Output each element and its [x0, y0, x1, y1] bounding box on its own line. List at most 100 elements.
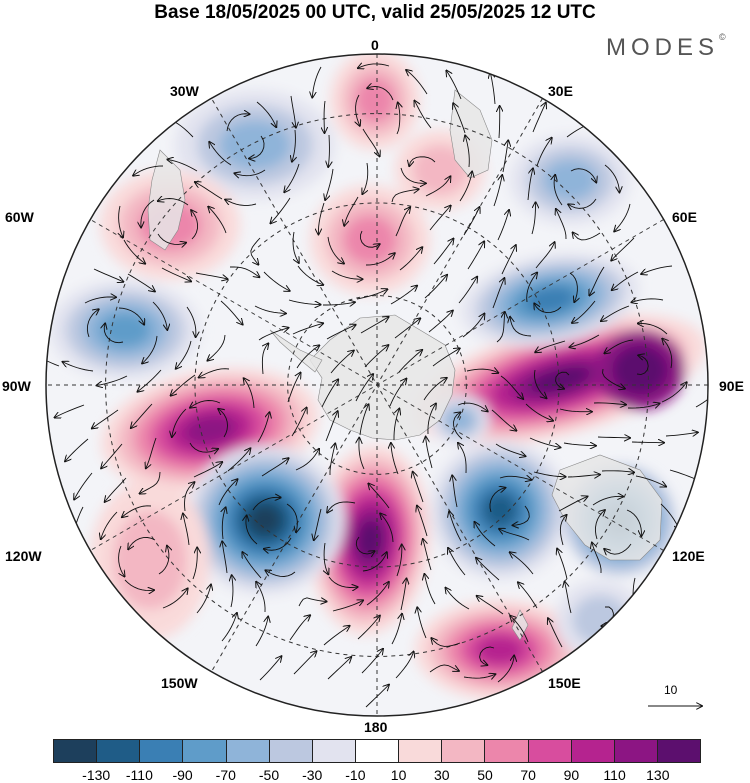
wind-arrow: [406, 70, 428, 95]
wind-arrow: [413, 472, 424, 503]
lon-label-90w: 90W: [2, 378, 31, 394]
wind-arrow: [290, 95, 296, 128]
wind-arrow: [118, 545, 125, 576]
colorbar-tick-label: 30: [434, 767, 450, 783]
wind-arrow: [635, 475, 666, 487]
wind-arrow: [398, 350, 422, 373]
wind-arrow: [457, 402, 488, 411]
wind-arrow: [458, 443, 467, 474]
wind-arrow: [86, 309, 98, 338]
landmass: [269, 329, 323, 373]
anomaly-contour: [98, 312, 152, 348]
wind-arrow: [641, 265, 673, 274]
wind-arrow: [425, 176, 450, 197]
wind-arrow: [510, 317, 532, 337]
colorbar-swatch: [269, 740, 313, 762]
wind-arrow: [227, 448, 250, 472]
wind-arrow: [184, 482, 195, 512]
wind-arrow: [137, 369, 162, 392]
wind-arrow: [360, 317, 389, 334]
wind-arrow: [463, 674, 495, 678]
wind-arrow: [327, 501, 356, 513]
colorbar-tick-label: 10: [390, 767, 407, 783]
anomaly-contour: [612, 345, 668, 395]
wind-arrow: [172, 408, 187, 437]
wind-arrow: [105, 477, 127, 502]
wind-arrow: [287, 373, 301, 403]
wind-arrow: [611, 237, 635, 261]
wind-arrow: [344, 196, 359, 226]
wind-arrow: [124, 579, 154, 591]
colorbar-tick-label: -110: [125, 767, 153, 783]
wind-arrow: [602, 368, 625, 389]
wind-arrow: [557, 549, 568, 580]
wind-arrow: [604, 543, 632, 554]
wind-arrow: [448, 548, 466, 576]
wind-arrow: [536, 138, 552, 167]
wind-arrow: [362, 552, 387, 572]
wind-arrow: [104, 323, 124, 344]
wind-arrow: [63, 362, 94, 372]
wind-arrow: [65, 438, 89, 461]
colorbar-tick-label: -90: [172, 767, 193, 783]
wind-arrow: [226, 114, 250, 132]
wind-arrow: [548, 618, 563, 648]
map-title: Base 18/05/2025 00 UTC, valid 25/05/2025…: [154, 2, 596, 23]
anomaly-contour: [248, 504, 282, 536]
wind-arrow: [526, 273, 537, 303]
colorbar: [53, 739, 701, 763]
wind-arrow: [417, 506, 428, 537]
wind-arrow: [208, 207, 227, 234]
lon-label-60w: 60W: [5, 209, 34, 225]
wind-arrow: [662, 339, 673, 369]
wind-arrow: [93, 268, 123, 282]
wind-arrow: [331, 270, 362, 279]
wind-arrow: [499, 106, 500, 139]
anomaly-contour: [183, 414, 237, 446]
wind-arrow: [158, 546, 169, 575]
anomaly-contour: [355, 77, 395, 123]
wind-arrow: [491, 409, 516, 431]
wind-arrow: [593, 403, 626, 405]
wind-arrow: [284, 163, 300, 192]
wind-arrow: [328, 134, 329, 167]
wind-arrow: [297, 265, 323, 285]
wind-arrow: [527, 168, 533, 201]
wind-arrow: [558, 496, 587, 512]
wind-arrow: [395, 652, 414, 679]
wind-arrow: [146, 437, 157, 468]
colorbar-tick-label: -10: [345, 767, 366, 783]
wind-arrow: [218, 479, 237, 506]
wind-arrow: [190, 400, 221, 408]
wind-arrow: [250, 237, 261, 265]
wind-arrow: [501, 245, 516, 275]
wind-arrow: [477, 596, 504, 615]
wind-arrow: [101, 443, 123, 468]
wind-arrow: [292, 323, 323, 335]
wind-arrow: [127, 273, 155, 291]
anomaly-contour: [543, 160, 597, 200]
wind-arrow: [196, 585, 211, 614]
wind-arrow: [189, 442, 218, 452]
wind-arrow: [614, 203, 631, 231]
wind-arrow: [499, 476, 531, 480]
wind-arrow: [157, 233, 186, 244]
anomaly-contour: [113, 510, 187, 610]
wind-arrow: [467, 241, 484, 270]
wind-arrow: [409, 156, 436, 166]
wind-arrow: [176, 340, 192, 369]
wind-arrow: [368, 484, 390, 509]
wind-arrow: [567, 475, 600, 477]
wind-vectors: [46, 64, 708, 708]
wind-arrow: [122, 505, 152, 517]
lon-label-150e: 150E: [548, 675, 581, 691]
wind-arrow: [101, 511, 118, 539]
wind-arrow: [446, 71, 462, 100]
wind-arrow: [249, 135, 265, 158]
wind-arrow: [534, 303, 562, 314]
wind-arrow: [476, 558, 500, 581]
wind-arrow: [459, 172, 472, 202]
colorbar-tick-label: -130: [82, 767, 111, 783]
wind-arrow: [414, 101, 432, 129]
wind-arrow: [140, 471, 161, 494]
